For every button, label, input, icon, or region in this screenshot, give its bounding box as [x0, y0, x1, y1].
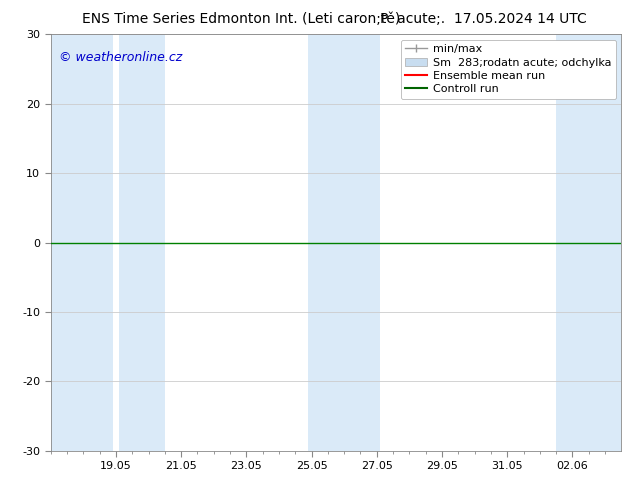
Text: ENS Time Series Edmonton Int. (Leti caron;tě): ENS Time Series Edmonton Int. (Leti caro… — [82, 12, 401, 26]
Bar — [51, 34, 113, 451]
Bar — [556, 34, 621, 451]
Text: P  acute;.  17.05.2024 14 UTC: P acute;. 17.05.2024 14 UTC — [380, 12, 587, 26]
Bar — [308, 34, 380, 451]
Text: © weatheronline.cz: © weatheronline.cz — [59, 51, 183, 64]
Legend: min/max, Sm  283;rodatn acute; odchylka, Ensemble mean run, Controll run: min/max, Sm 283;rodatn acute; odchylka, … — [401, 40, 616, 99]
Bar — [119, 34, 165, 451]
